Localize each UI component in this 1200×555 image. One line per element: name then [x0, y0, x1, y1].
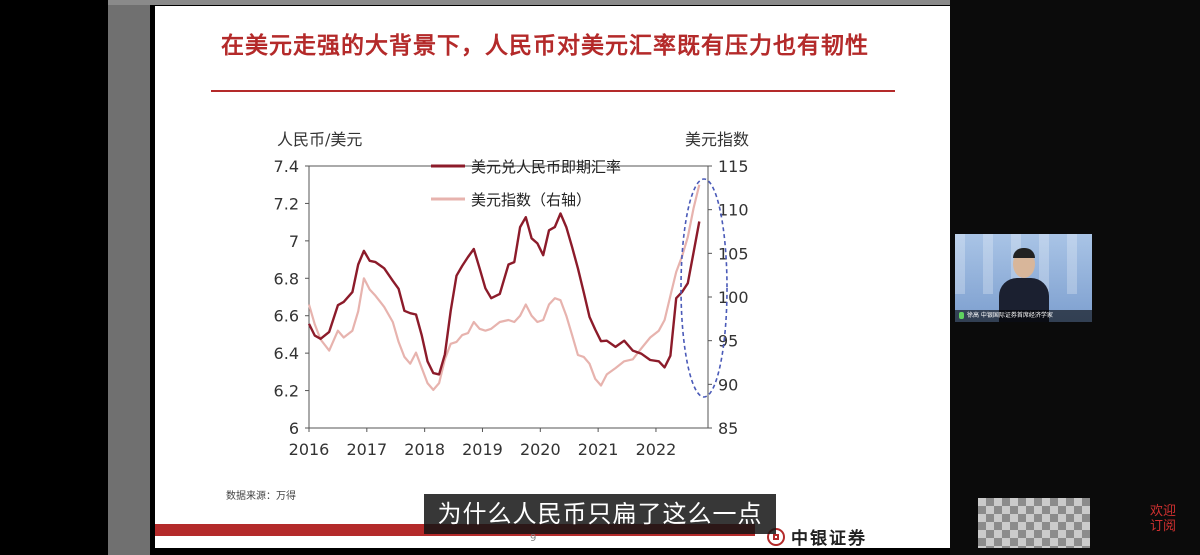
chart-series [307, 184, 701, 391]
subscribe-link[interactable]: 欢迎订阅 [1149, 504, 1176, 534]
data-source-note: 数据来源：万得 [226, 491, 296, 502]
left-gray-strip [108, 0, 150, 555]
x-tick-label: 2021 [578, 440, 619, 459]
x-tick-label: 2019 [462, 440, 503, 459]
left-axis-label: 人民币/美元 [277, 130, 362, 149]
y-left-tick-label: 6.2 [274, 382, 299, 401]
title-divider [211, 90, 895, 92]
right-axis-label: 美元指数 [685, 130, 749, 149]
y-left-tick-label: 6.8 [274, 269, 299, 288]
page-number: 9 [530, 533, 537, 544]
y-right-tick-label: 90 [718, 375, 738, 394]
chart-legend: 美元兑人民币即期汇率 美元指数（右轴） [431, 158, 621, 209]
series-line-cny [307, 212, 701, 376]
highlight-ellipse [680, 178, 728, 398]
y-left-tick-label: 7.4 [274, 157, 299, 176]
speaker-name: 徐高 中银国际证券首席经济学家 [967, 312, 1053, 319]
y-right-tick-label: 85 [718, 419, 738, 438]
y-right-tick-label: 105 [718, 244, 749, 263]
blurred-qr-code [978, 498, 1090, 548]
y-left-tick-label: 7.2 [274, 194, 299, 213]
mic-icon [959, 312, 964, 319]
y-right-tick-label: 110 [718, 201, 749, 220]
company-logo: 中银证券 [767, 524, 867, 548]
y-left-tick-label: 7 [289, 232, 299, 251]
x-tick-label: 2016 [289, 440, 330, 459]
video-subtitle: 为什么人民币只扁了这么一点 [424, 494, 776, 534]
speaker-name-bar: 徐高 中银国际证券首席经济学家 [955, 310, 1092, 322]
x-tick-label: 2022 [636, 440, 677, 459]
chart-axes: 6 6.2 6.4 6.6 6.8 7 7.2 7.4 85 90 95 100 105 110 115 20… [274, 157, 749, 459]
speaker-webcam[interactable]: 徐高 中银国际证券首席经济学家 [955, 234, 1092, 322]
y-left-tick-label: 6.4 [274, 344, 299, 363]
y-right-tick-label: 115 [718, 157, 749, 176]
presentation-slide: 在美元走强的大背景下，人民币对美元汇率既有压力也有韧性 人民币/美元 美元指数 … [155, 6, 950, 548]
y-left-tick-label: 6.6 [274, 307, 299, 326]
x-tick-label: 2018 [404, 440, 445, 459]
boc-logo-icon [767, 527, 785, 546]
y-right-tick-label: 95 [718, 332, 738, 351]
x-tick-label: 2017 [346, 440, 387, 459]
y-left-tick-label: 6 [289, 419, 299, 438]
line-chart: 人民币/美元 美元指数 6 6.2 6.4 6.6 6.8 7 7.2 7.4 85 90 95 10… [274, 130, 749, 459]
left-letterbox [0, 0, 108, 555]
series-line-dxy [307, 184, 701, 391]
slide-title: 在美元走强的大背景下，人民币对美元汇率既有压力也有韧性 [221, 33, 869, 59]
top-border [108, 0, 950, 5]
logo-text: 中银证券 [791, 529, 867, 548]
legend-label-cny: 美元兑人民币即期汇率 [471, 158, 621, 176]
x-tick-label: 2020 [520, 440, 561, 459]
legend-label-dxy: 美元指数（右轴） [471, 191, 591, 209]
y-right-tick-label: 100 [718, 288, 749, 307]
